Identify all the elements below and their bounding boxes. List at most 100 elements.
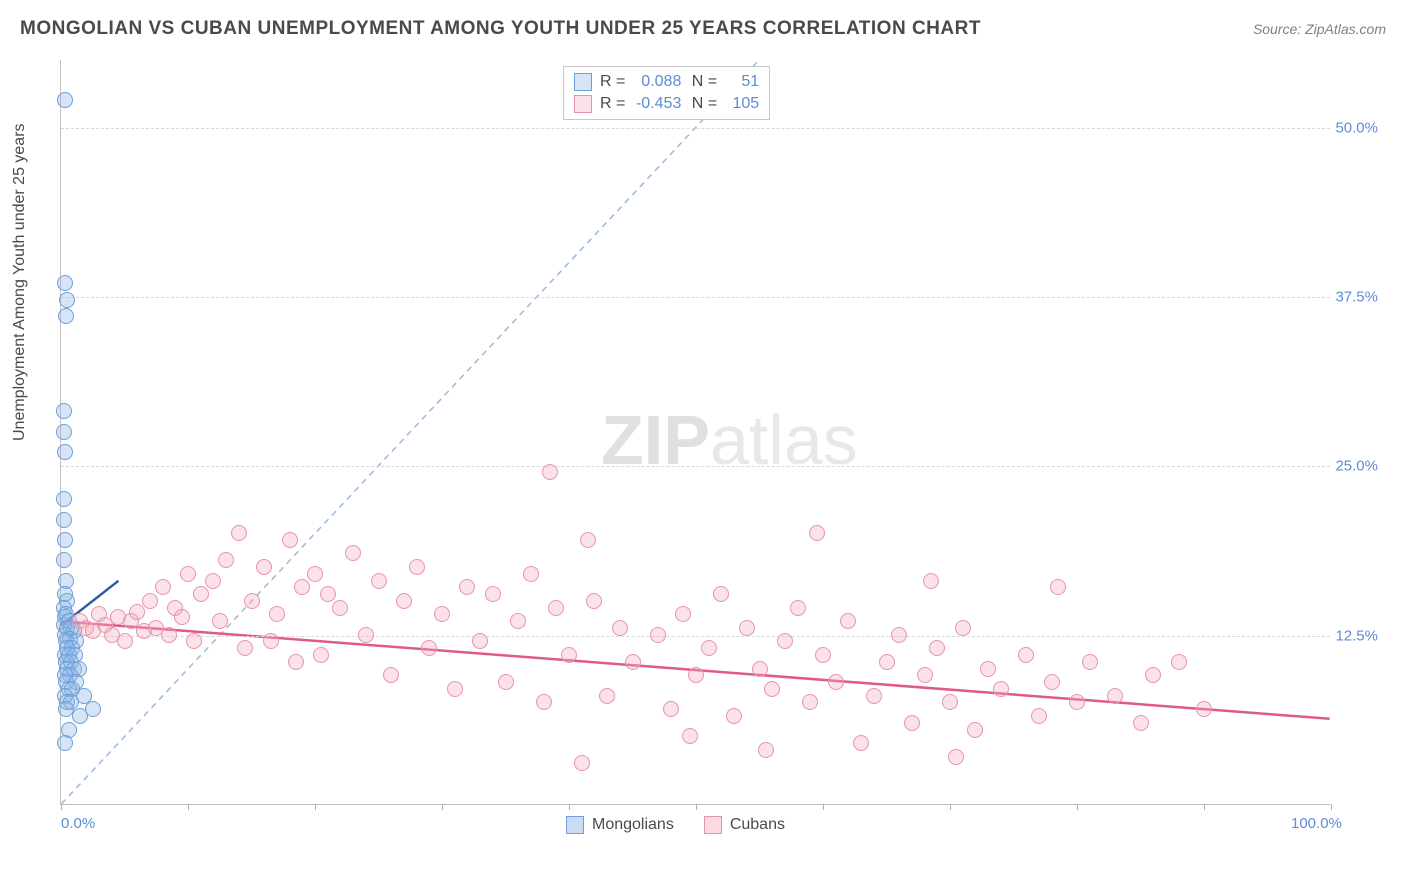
scatter-point [409,559,425,575]
scatter-point [485,586,501,602]
scatter-point [955,620,971,636]
scatter-point [840,613,856,629]
scatter-point [580,532,596,548]
series-legend-label: Cubans [730,816,785,834]
scatter-point [263,633,279,649]
watermark: ZIPatlas [601,400,858,480]
plot-container: Unemployment Among Youth under 25 years … [45,60,1375,830]
scatter-point [675,606,691,622]
scatter-point [56,512,72,528]
x-tick [1331,804,1332,810]
y-tick-label: 50.0% [1335,119,1378,136]
x-tick [61,804,62,810]
scatter-point [1044,674,1060,690]
legend-row: R = 0.088 N = 51 [574,71,759,93]
scatter-point [1145,667,1161,683]
scatter-point [815,647,831,663]
y-tick-label: 25.0% [1335,458,1378,475]
scatter-point [345,545,361,561]
scatter-point [459,579,475,595]
scatter-point [726,708,742,724]
scatter-point [59,292,75,308]
scatter-point [853,735,869,751]
scatter-point [57,444,73,460]
scatter-point [828,674,844,690]
x-tick [1204,804,1205,810]
scatter-point [548,600,564,616]
scatter-point [282,532,298,548]
legend-n-label: N = [687,95,717,113]
scatter-point [739,620,755,636]
scatter-point [523,566,539,582]
series-legend-label: Mongolians [592,816,674,834]
scatter-point [536,694,552,710]
x-tick [1077,804,1078,810]
scatter-point [1050,579,1066,595]
scatter-point [117,633,133,649]
correlation-legend: R = 0.088 N = 51 R = -0.453 N = 105 [563,66,770,120]
scatter-point [313,647,329,663]
scatter-point [682,728,698,744]
scatter-point [180,566,196,582]
scatter-point [142,593,158,609]
scatter-point [56,403,72,419]
scatter-point [256,559,272,575]
series-legend: Mongolians Cubans [566,816,785,834]
scatter-point [923,573,939,589]
scatter-point [56,424,72,440]
scatter-point [586,593,602,609]
scatter-point [542,464,558,480]
source-label: Source: ZipAtlas.com [1253,21,1386,37]
legend-n-label: N = [687,73,717,91]
scatter-point [948,749,964,765]
scatter-point [650,627,666,643]
scatter-point [57,532,73,548]
scatter-point [866,688,882,704]
scatter-point [58,308,74,324]
gridline-horizontal [61,466,1330,467]
scatter-point [713,586,729,602]
scatter-point [777,633,793,649]
scatter-point [752,661,768,677]
scatter-point [510,613,526,629]
scatter-point [186,633,202,649]
legend-swatch [574,73,592,91]
scatter-point [434,606,450,622]
scatter-point [1196,701,1212,717]
scatter-point [764,681,780,697]
scatter-point [472,633,488,649]
scatter-point [498,674,514,690]
scatter-point [758,742,774,758]
legend-n-value: 105 [723,95,759,113]
scatter-point [85,701,101,717]
x-tick [696,804,697,810]
scatter-point [612,620,628,636]
scatter-point [174,609,190,625]
scatter-point [688,667,704,683]
scatter-point [56,491,72,507]
scatter-point [294,579,310,595]
x-tick [188,804,189,810]
y-axis-label: Unemployment Among Youth under 25 years [11,123,29,441]
scatter-point [371,573,387,589]
scatter-point [904,715,920,731]
scatter-point [980,661,996,677]
scatter-point [574,755,590,771]
scatter-point [244,593,260,609]
scatter-point [663,701,679,717]
scatter-point [212,613,228,629]
scatter-point [358,627,374,643]
x-tick [569,804,570,810]
scatter-point [161,627,177,643]
scatter-point [155,579,171,595]
scatter-point [56,552,72,568]
legend-swatch [704,816,722,834]
scatter-point [332,600,348,616]
chart-title: MONGOLIAN VS CUBAN UNEMPLOYMENT AMONG YO… [20,18,981,40]
gridline-horizontal [61,297,1330,298]
scatter-point [218,552,234,568]
x-tick-label: 0.0% [61,815,95,832]
scatter-point [1133,715,1149,731]
x-tick-label: 100.0% [1291,815,1342,832]
scatter-point [129,604,145,620]
